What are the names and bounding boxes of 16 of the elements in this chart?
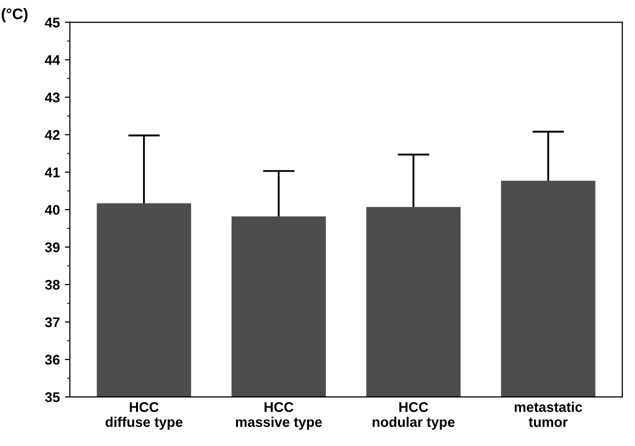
x-tick-label: HCC nodular type (372, 402, 455, 430)
x-tick-label: HCC massive type (236, 402, 322, 430)
x-tick-label: metastatic tumor (514, 402, 582, 427)
y-tick-label: 39 (45, 242, 60, 252)
y-tick-label: 43 (44, 92, 60, 102)
y-tick-label: 44 (44, 55, 60, 65)
y-tick-label: 40 (44, 204, 60, 215)
y-tick-label: 45 (44, 18, 60, 28)
y-tick-label: 41 (44, 168, 60, 178)
y-tick-label: 35 (45, 392, 60, 402)
y-tick-label: 36 (45, 354, 60, 365)
y-tick-label: 38 (45, 280, 60, 290)
y-tick-label: 37 (45, 317, 60, 328)
y-axis-title: (°C) (2, 8, 28, 22)
x-tick-label: HCC diffuse type (106, 402, 182, 430)
y-tick-label: 42 (44, 130, 60, 140)
